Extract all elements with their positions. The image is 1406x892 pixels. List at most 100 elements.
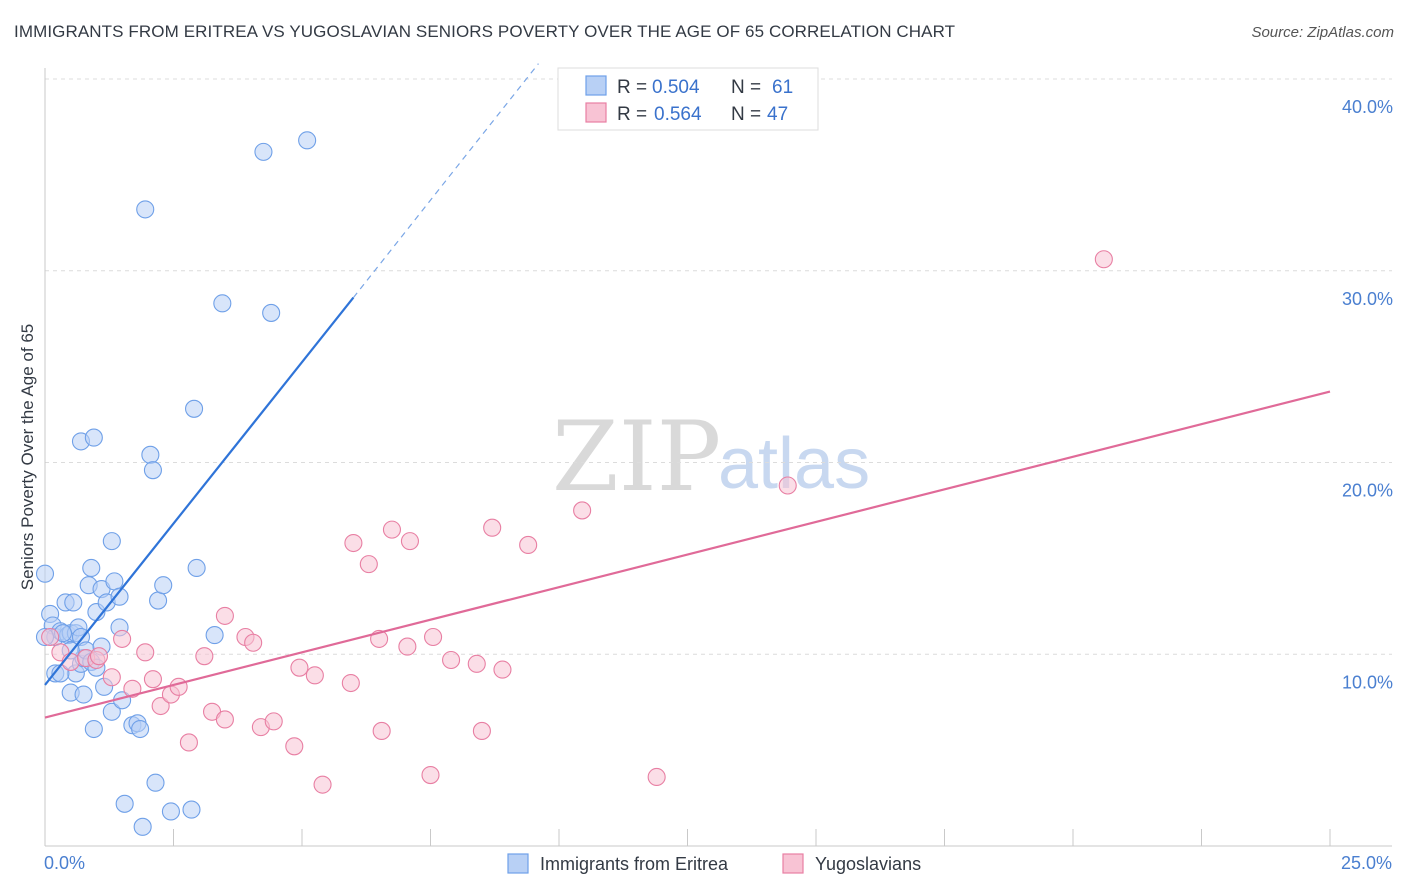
legend-r-value-eritrea: 0.504 bbox=[652, 77, 700, 98]
point-eritrea bbox=[115, 794, 134, 813]
point-yugoslavian bbox=[136, 643, 155, 662]
point-eritrea bbox=[182, 800, 201, 819]
bottom-legend-label-yugoslavians: Yugoslavians bbox=[815, 854, 921, 874]
point-yugoslavian bbox=[467, 654, 486, 673]
x-tick-label-min: 0.0% bbox=[44, 853, 85, 873]
point-yugoslavian bbox=[421, 766, 440, 785]
axes bbox=[44, 68, 1392, 847]
point-yugoslavian bbox=[195, 647, 214, 666]
point-yugoslavian bbox=[1094, 250, 1113, 269]
legend-swatch-yugoslavians bbox=[585, 102, 607, 123]
point-yugoslavian bbox=[359, 555, 378, 574]
point-eritrea bbox=[84, 428, 103, 447]
point-eritrea bbox=[262, 303, 281, 322]
point-eritrea bbox=[185, 399, 204, 418]
point-yugoslavian bbox=[344, 533, 363, 553]
point-eritrea bbox=[105, 572, 124, 591]
point-yugoslavian bbox=[215, 710, 234, 729]
bottom-legend-swatch-eritrea bbox=[507, 853, 529, 874]
point-eritrea bbox=[146, 773, 165, 792]
y-tick-label: 30.0% bbox=[1342, 289, 1393, 309]
point-eritrea bbox=[84, 719, 103, 739]
point-yugoslavian bbox=[778, 476, 797, 495]
x-tick-label-max: 25.0% bbox=[1341, 853, 1392, 873]
point-yugoslavian bbox=[102, 668, 121, 687]
point-yugoslavian bbox=[493, 660, 512, 679]
point-yugoslavian bbox=[215, 606, 234, 625]
legend-r-value-yugoslavians: 0.564 bbox=[654, 104, 702, 125]
point-eritrea bbox=[136, 200, 155, 219]
legend-swatch-eritrea bbox=[585, 75, 607, 96]
point-eritrea bbox=[154, 576, 173, 595]
point-yugoslavian bbox=[424, 627, 443, 647]
point-eritrea bbox=[74, 685, 93, 704]
point-yugoslavian bbox=[264, 712, 283, 731]
point-eritrea bbox=[205, 626, 224, 645]
bottom-legend-swatch-yugoslavians bbox=[782, 853, 804, 874]
legend-n-value-yugoslavians: 47 bbox=[767, 104, 788, 125]
trend-extension-eritrea bbox=[352, 63, 539, 298]
point-eritrea bbox=[102, 532, 121, 551]
y-tick-label: 10.0% bbox=[1342, 672, 1393, 692]
y-axis-title: Seniors Poverty Over the Age of 65 bbox=[18, 324, 37, 590]
point-yugoslavian bbox=[483, 518, 502, 537]
chart-title: IMMIGRANTS FROM ERITREA VS YUGOSLAVIAN S… bbox=[14, 22, 956, 41]
correlation-legend: R = 0.504 N = 61 R = 0.564 N = 47 bbox=[557, 67, 819, 131]
legend-n-value-eritrea: 61 bbox=[772, 77, 793, 98]
point-eritrea bbox=[82, 558, 101, 578]
trend-line-yugoslavian bbox=[44, 390, 1331, 719]
point-yugoslavian bbox=[647, 767, 666, 787]
y-tick-label: 40.0% bbox=[1342, 97, 1393, 117]
point-yugoslavian bbox=[179, 733, 198, 752]
source-label: Source: ZipAtlas.com bbox=[1251, 24, 1394, 41]
point-yugoslavian bbox=[290, 658, 309, 677]
point-yugoslavian bbox=[244, 633, 263, 652]
watermark-zip: ZIP bbox=[552, 401, 721, 513]
point-eritrea bbox=[141, 445, 160, 464]
point-yugoslavian bbox=[41, 627, 60, 647]
point-eritrea bbox=[131, 719, 150, 739]
point-eritrea bbox=[143, 461, 162, 480]
point-yugoslavian bbox=[169, 677, 188, 696]
point-yugoslavian bbox=[372, 721, 391, 741]
series-legend: Immigrants from Eritrea Yugoslavians bbox=[507, 853, 921, 874]
point-yugoslavian bbox=[151, 696, 170, 716]
point-eritrea bbox=[110, 587, 129, 606]
point-yugoslavian bbox=[382, 520, 402, 539]
point-yugoslavian bbox=[573, 501, 592, 520]
legend-n-label-1: N = bbox=[731, 77, 761, 98]
point-eritrea bbox=[213, 294, 232, 313]
point-eritrea bbox=[254, 142, 273, 161]
point-yugoslavian bbox=[519, 535, 538, 555]
legend-r-label-1: R = bbox=[617, 77, 647, 98]
point-yugoslavian bbox=[305, 666, 324, 685]
point-eritrea bbox=[149, 591, 168, 610]
x-ticks bbox=[173, 829, 1331, 846]
gridlines bbox=[45, 78, 1392, 655]
y-tick-labels: 10.0% 20.0% 30.0% 40.0% bbox=[1342, 97, 1393, 692]
y-tick-label: 20.0% bbox=[1342, 481, 1393, 501]
point-yugoslavian bbox=[89, 647, 109, 666]
trend-line-eritrea bbox=[44, 296, 355, 686]
point-yugoslavian bbox=[398, 637, 417, 656]
point-yugoslavian bbox=[400, 532, 419, 551]
data-points bbox=[35, 131, 1113, 836]
point-yugoslavian bbox=[472, 721, 491, 741]
watermark-atlas: atlas bbox=[718, 424, 870, 504]
point-eritrea bbox=[187, 558, 206, 578]
point-yugoslavian bbox=[143, 670, 162, 689]
point-eritrea bbox=[161, 802, 180, 821]
point-eritrea bbox=[298, 131, 317, 150]
bottom-legend-label-eritrea: Immigrants from Eritrea bbox=[540, 854, 729, 874]
point-yugoslavian bbox=[313, 775, 332, 794]
point-yugoslavian bbox=[123, 679, 142, 698]
point-yugoslavian bbox=[113, 629, 132, 648]
point-eritrea bbox=[35, 564, 55, 583]
point-eritrea bbox=[64, 593, 83, 612]
trend-lines bbox=[44, 63, 1331, 719]
point-eritrea bbox=[102, 702, 121, 721]
point-yugoslavian bbox=[285, 737, 304, 756]
point-yugoslavian bbox=[442, 650, 461, 670]
point-yugoslavian bbox=[61, 652, 80, 671]
